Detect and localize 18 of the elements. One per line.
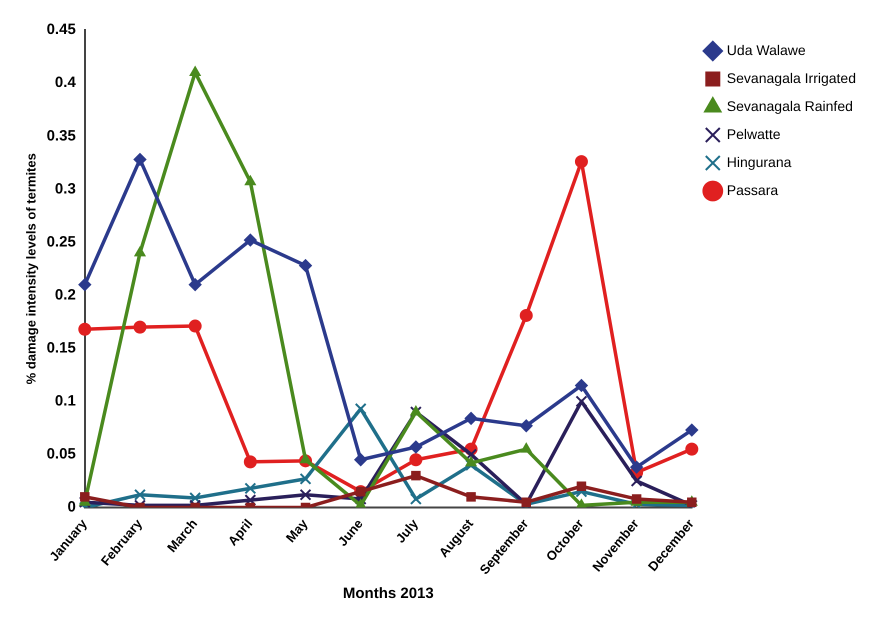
y-tick-label: 0 xyxy=(67,498,76,516)
legend-label: Sevanagala Irrigated xyxy=(726,70,856,86)
y-tick-label: 0.4 xyxy=(54,74,76,92)
y-tick-label: 0.3 xyxy=(54,180,76,198)
y-tick-label: 0.2 xyxy=(54,286,76,304)
y-axis-title: % damage intensity levels of termites xyxy=(23,153,38,384)
x-axis-title: Months 2013 xyxy=(342,585,434,602)
y-tick-label: 0.1 xyxy=(54,392,76,410)
y-tick-label: 0.45 xyxy=(46,21,76,38)
legend-label: Uda Walawe xyxy=(726,42,806,58)
legend-label: Pelwatte xyxy=(726,126,781,142)
y-tick-label: 0.05 xyxy=(46,446,76,463)
legend-label: Passara xyxy=(726,182,778,198)
y-tick-label: 0.25 xyxy=(46,233,76,250)
legend-label: Sevanagala Rainfed xyxy=(726,98,853,114)
y-tick-label: 0.15 xyxy=(46,339,76,356)
legend-label: Hingurana xyxy=(726,154,792,170)
y-tick-label: 0.35 xyxy=(46,127,76,144)
